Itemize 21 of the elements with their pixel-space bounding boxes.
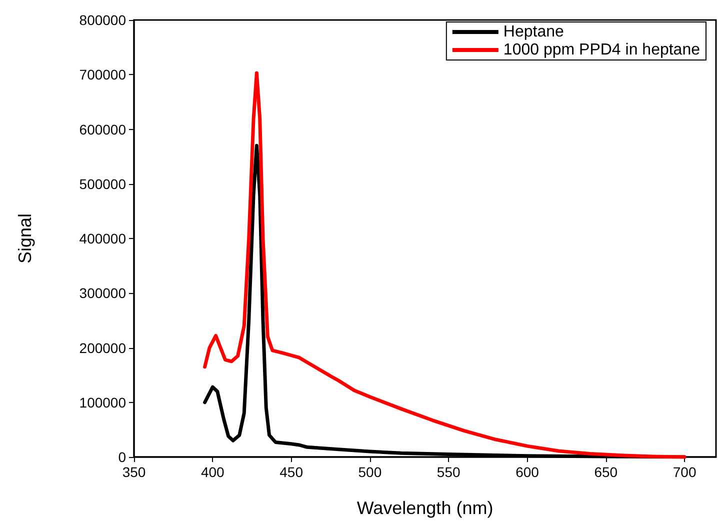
legend-label: 1000 ppm PPD4 in heptane xyxy=(503,42,700,58)
x-tick-label: 600 xyxy=(516,464,540,480)
y-tick-label: 600000 xyxy=(79,121,126,138)
x-tick-label: 450 xyxy=(280,464,304,480)
x-tick-label: 700 xyxy=(672,464,696,480)
x-tick-label: 650 xyxy=(594,464,618,480)
x-tick-label: 350 xyxy=(122,464,146,480)
legend-label: Heptane xyxy=(503,24,564,40)
y-tick-label: 0 xyxy=(118,449,126,465)
x-tick-label: 550 xyxy=(436,464,460,480)
y-tick-label: 500000 xyxy=(79,176,126,192)
x-tick-label: 400 xyxy=(200,464,225,480)
y-tick-label: 100000 xyxy=(79,394,126,410)
y-tick-label: 400000 xyxy=(79,230,126,246)
y-tick-label: 300000 xyxy=(79,285,126,302)
x-axis-title: Wavelength (nm) xyxy=(356,498,494,518)
y-tick-label: 700000 xyxy=(79,66,126,83)
x-tick-label: 500 xyxy=(358,464,382,480)
y-tick-label: 800000 xyxy=(79,12,126,28)
y-tick-label: 200000 xyxy=(79,340,126,356)
y-axis-title: Signal xyxy=(15,213,35,264)
